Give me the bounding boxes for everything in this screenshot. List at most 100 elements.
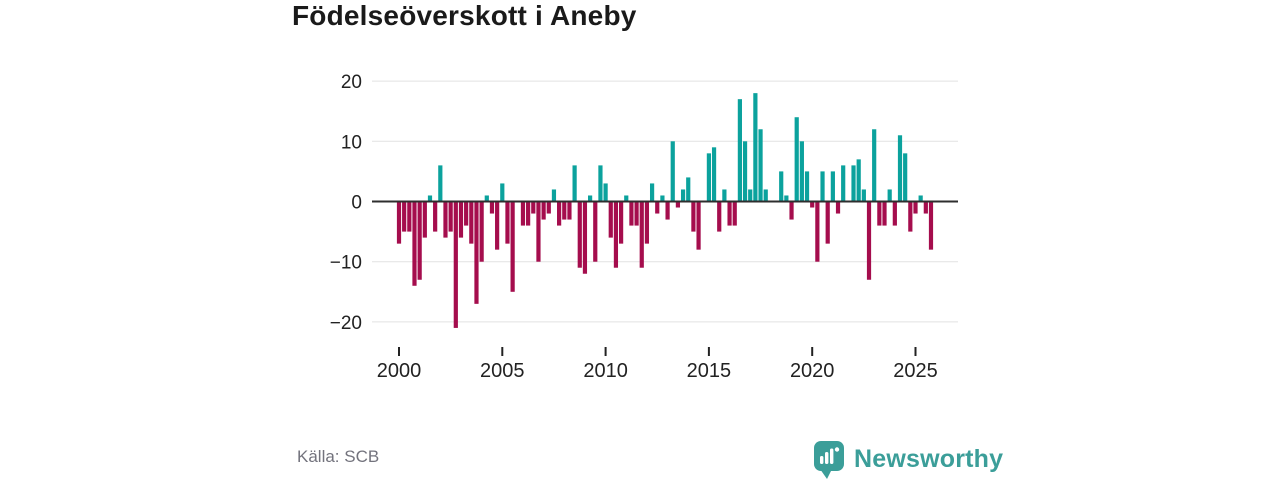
chart-bar <box>438 165 443 202</box>
chart-bar <box>577 201 582 268</box>
chart-bar <box>830 171 835 202</box>
chart-bar <box>748 189 753 202</box>
x-tick-label: 2015 <box>687 360 732 382</box>
chart-bar <box>484 195 489 202</box>
chart-bar <box>479 201 484 262</box>
y-tick-label: 20 <box>341 72 362 93</box>
chart-bar <box>582 201 588 274</box>
chart-bar <box>675 201 681 208</box>
x-tick-label: 2020 <box>790 360 835 382</box>
chart-bar <box>407 201 412 232</box>
chart-bar <box>717 201 722 232</box>
chart-bar <box>433 201 438 232</box>
chart-title: Födelseöverskott i Aneby <box>292 0 637 31</box>
chart-bar <box>680 189 686 202</box>
chart-bar <box>572 165 577 202</box>
chart-bar <box>928 201 934 250</box>
chart-bar <box>686 177 691 202</box>
chart-bar <box>644 201 650 244</box>
chart-bar <box>897 135 903 202</box>
chart-bar <box>722 189 727 202</box>
chart-bar <box>758 129 763 202</box>
newsworthy-logo: Newsworthy <box>813 439 1003 480</box>
chart-bar <box>422 201 427 238</box>
chart-bar <box>551 189 557 202</box>
chart-bar <box>588 195 593 202</box>
chart-bar <box>789 201 794 220</box>
chart-bar <box>779 171 784 202</box>
logo-mini-bar-3 <box>830 448 834 464</box>
chart-bar <box>892 201 897 226</box>
chart-bar <box>820 171 825 202</box>
chart-bar <box>536 201 541 262</box>
chart-bar <box>763 189 768 202</box>
chart-bar <box>619 201 624 244</box>
chart-bar <box>691 201 696 232</box>
chart-bar <box>464 201 469 226</box>
chart-bar <box>412 201 417 286</box>
chart-bar <box>541 201 546 220</box>
chart-bar <box>825 201 830 244</box>
chart-bar <box>598 165 603 202</box>
chart-bar <box>815 201 820 262</box>
chart-bar <box>469 201 474 244</box>
chart-bar <box>727 201 732 226</box>
logo-bubble-tail <box>820 469 832 479</box>
chart-bar <box>489 201 495 214</box>
chart-bar <box>923 201 928 214</box>
chart-bar <box>629 201 634 226</box>
chart-bar <box>402 201 407 232</box>
chart-bar <box>531 201 536 214</box>
chart-bar <box>665 201 670 220</box>
chart-bar <box>913 201 918 214</box>
chart-bar <box>810 201 815 208</box>
x-tick-label: 2000 <box>377 360 422 382</box>
chart-bar <box>458 201 464 238</box>
chart-bar <box>624 195 629 202</box>
chart-bar <box>608 201 613 238</box>
chart-bar <box>453 201 458 328</box>
x-tick-label: 2010 <box>583 360 628 382</box>
chart-bar <box>639 201 644 268</box>
chart-bar <box>520 201 526 226</box>
chart-bar <box>742 141 748 202</box>
chart-bar <box>711 147 717 202</box>
x-tick-label: 2005 <box>480 360 525 382</box>
chart-bar <box>510 201 515 292</box>
chart-bar <box>603 183 608 202</box>
chart-bar <box>887 189 892 202</box>
chart-bar <box>613 201 619 268</box>
chart-bar <box>804 171 810 202</box>
chart-bar <box>866 201 872 280</box>
chart-bar <box>500 183 505 202</box>
chart-bar <box>593 201 598 262</box>
chart-bar <box>670 141 675 202</box>
chart-bar <box>696 201 701 250</box>
chart-bar <box>526 201 531 226</box>
chart-bar <box>882 201 887 226</box>
chart-bar <box>903 153 908 202</box>
chart-bar <box>634 201 639 226</box>
logo-exclamation-dot <box>834 447 840 452</box>
chart-bar <box>660 195 665 202</box>
logo-mini-bar-2 <box>825 452 829 464</box>
source-note: Källa: SCB <box>297 447 380 466</box>
chart-bar <box>872 129 877 202</box>
y-tick-label: 0 <box>351 193 362 214</box>
chart-bar <box>505 201 510 244</box>
chart-bar <box>784 195 789 202</box>
chart-bar <box>448 201 453 232</box>
y-tick-label: 10 <box>341 132 362 153</box>
chart-bar <box>841 165 846 202</box>
y-tick-label: −10 <box>330 253 362 274</box>
chart-bar <box>396 201 402 244</box>
chart-bar <box>861 189 866 202</box>
logo-mini-bar-1 <box>820 456 824 464</box>
newsworthy-logo-icon <box>814 441 844 479</box>
chart-bar <box>918 195 923 202</box>
chart-bar <box>753 93 758 202</box>
chart-bar <box>443 201 448 238</box>
chart-bar <box>737 99 742 202</box>
